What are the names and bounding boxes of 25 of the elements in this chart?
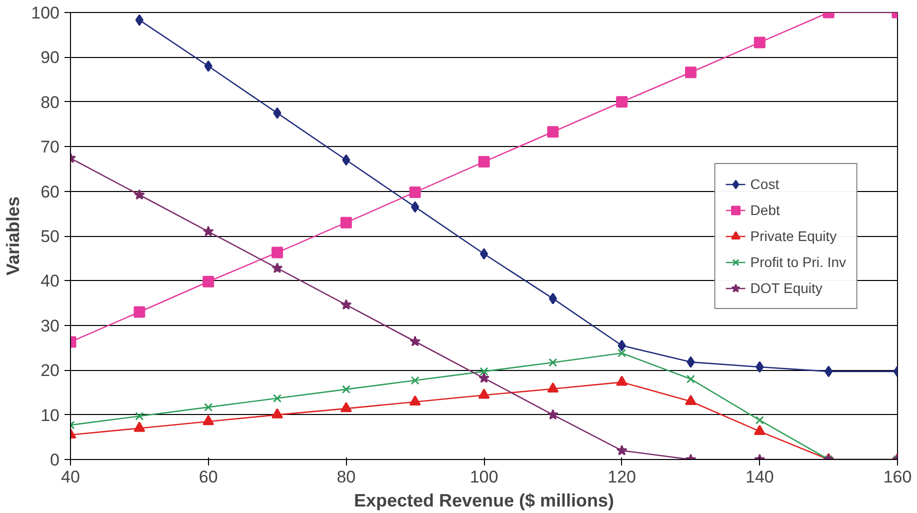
y-tick-label: 50	[40, 227, 60, 246]
x-tick-label: 40	[61, 468, 80, 486]
x-tick-label: 100	[470, 468, 498, 486]
legend-label: Cost	[750, 176, 780, 192]
y-tick-label: 100	[31, 4, 60, 22]
x-tick-label: 120	[608, 468, 636, 486]
y-tick-label: 70	[40, 138, 60, 157]
y-tick-label: 20	[40, 361, 60, 380]
y-tick-label: 0	[50, 450, 60, 470]
x-axis-title: Expected Revenue ($ millions)	[354, 490, 614, 510]
y-tick-label: 30	[40, 316, 60, 336]
legend-label: Profit to Pri. Inv	[750, 254, 846, 270]
x-tick-label: 80	[336, 468, 356, 486]
y-tick-label: 10	[40, 406, 60, 425]
y-tick-label: 90	[40, 48, 60, 68]
y-axis-title: Variables	[3, 196, 24, 276]
legend-label: DOT Equity	[750, 280, 822, 296]
y-tick-label: 60	[40, 182, 60, 202]
x-tick-label: 60	[198, 468, 218, 486]
legend-label: Private Equity	[750, 228, 837, 244]
y-tick-label: 40	[40, 272, 60, 291]
legend-label: Debt	[750, 202, 780, 218]
y-tick-label: 80	[40, 92, 60, 112]
x-tick-label: 160	[883, 468, 912, 486]
x-tick-label: 140	[745, 468, 774, 486]
